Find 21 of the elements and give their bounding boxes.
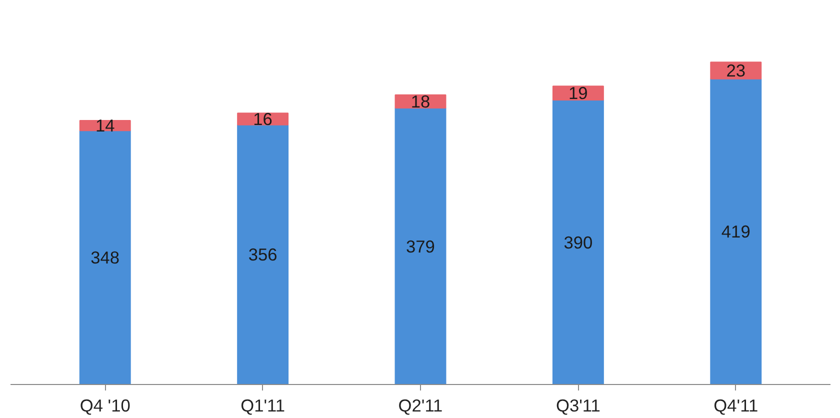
- data-label: 23: [726, 60, 746, 80]
- data-label: 348: [90, 248, 120, 268]
- data-label: 14: [95, 116, 116, 136]
- bar: [237, 124, 289, 384]
- data-label: 419: [721, 222, 750, 242]
- x-tick-label: Q3'11: [556, 396, 600, 416]
- data-label: 19: [568, 83, 588, 104]
- bar: [710, 78, 762, 384]
- data-label: 356: [248, 244, 278, 265]
- data-label: 16: [253, 108, 272, 129]
- x-tick-label: Q4 '10: [80, 396, 130, 416]
- bar: [394, 108, 446, 384]
- x-tick-label: Q4'11: [714, 396, 758, 416]
- data-label: 18: [410, 91, 430, 112]
- x-tick-label: Q2'11: [398, 396, 443, 416]
- bar: [552, 100, 604, 384]
- bar: [79, 130, 131, 384]
- data-label: 390: [564, 232, 593, 252]
- x-tick-label: Q1'11: [240, 396, 286, 416]
- bar: [710, 62, 762, 80]
- data-label: 379: [406, 236, 435, 256]
